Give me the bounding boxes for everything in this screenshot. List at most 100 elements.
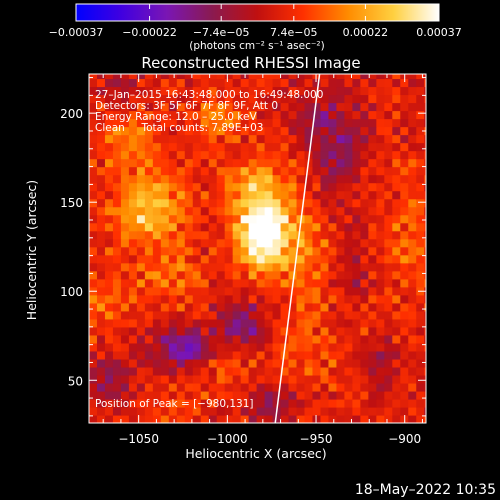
heatmap-cell <box>288 326 298 336</box>
heatmap-cell <box>120 198 130 208</box>
heatmap-cell <box>192 102 202 112</box>
heatmap-cell <box>216 246 226 256</box>
heatmap-cell <box>96 214 106 224</box>
heatmap-cell <box>200 110 210 120</box>
heatmap-cell <box>200 278 210 288</box>
heatmap-cell <box>144 414 154 423</box>
heatmap-cell <box>144 398 154 408</box>
heatmap-cell <box>344 142 353 152</box>
heatmap-cell <box>408 310 417 320</box>
heatmap-cell <box>192 222 202 232</box>
heatmap-cell <box>248 214 258 224</box>
heatmap-cell <box>104 110 114 120</box>
heatmap-cell <box>176 414 186 423</box>
heatmap-cell <box>224 94 234 104</box>
heatmap-cell <box>328 78 338 88</box>
heatmap-cell <box>248 414 258 423</box>
heatmap-cell <box>200 150 210 160</box>
heatmap-cell <box>112 414 122 423</box>
heatmap-cell <box>89 174 98 184</box>
heatmap-cell <box>256 86 266 96</box>
heatmap-cell <box>104 278 114 288</box>
heatmap-cell <box>344 238 353 248</box>
heatmap-cell <box>256 262 266 272</box>
heatmap-cell <box>216 342 226 352</box>
heatmap-cell <box>160 382 170 392</box>
heatmap-cell <box>336 342 346 352</box>
heatmap-cell <box>112 334 122 344</box>
heatmap-cell <box>312 150 322 160</box>
heatmap-cell <box>360 238 369 248</box>
heatmap-cell <box>288 110 298 120</box>
heatmap-cell <box>288 310 298 320</box>
heatmap-cell <box>424 78 426 88</box>
heatmap-cell <box>432 255 441 264</box>
heatmap-cell <box>392 118 401 128</box>
heatmap-cell <box>336 78 346 88</box>
heatmap-cell <box>368 142 377 152</box>
heatmap-cell <box>280 406 290 416</box>
heatmap-cell <box>144 110 154 120</box>
heatmap-cell <box>360 246 369 256</box>
heatmap-cell <box>168 190 178 200</box>
heatmap-cell <box>328 126 338 136</box>
heatmap-cell <box>304 86 314 96</box>
heatmap-cell <box>120 262 130 272</box>
heatmap-cell <box>376 238 385 248</box>
heatmap-cell <box>120 230 130 240</box>
heatmap-cell <box>89 222 98 232</box>
heatmap-cell <box>216 150 226 160</box>
heatmap-cell <box>296 150 306 160</box>
heatmap-cell <box>89 302 98 312</box>
heatmap-cell <box>320 74 330 80</box>
heatmap-cell <box>264 78 274 88</box>
heatmap-cell <box>96 414 106 423</box>
heatmap-cell <box>248 366 258 376</box>
heatmap-cell <box>312 390 322 400</box>
heatmap-cell <box>392 382 401 392</box>
heatmap-cell <box>176 374 186 384</box>
heatmap-cell <box>224 174 234 184</box>
heatmap-cell <box>120 390 130 400</box>
heatmap-cell <box>288 414 298 423</box>
heatmap-cell <box>89 110 98 120</box>
heatmap-cell <box>160 246 170 256</box>
heatmap-cell <box>264 238 274 248</box>
heatmap-cell <box>184 286 194 296</box>
peak-position-label: Position of Peak = [−980,131] <box>95 398 254 410</box>
heatmap-cell <box>288 318 298 328</box>
heatmap-cell <box>89 414 98 423</box>
heatmap-cell <box>232 254 242 264</box>
heatmap-cell <box>256 74 266 80</box>
heatmap-cell <box>89 118 98 128</box>
heatmap-cell <box>168 134 178 144</box>
heatmap-cell <box>248 374 258 384</box>
heatmap-cell <box>288 166 298 176</box>
heatmap-cell <box>400 182 409 192</box>
heatmap-cell <box>400 350 409 360</box>
heatmap-cell <box>152 238 162 248</box>
heatmap-cell <box>384 350 393 360</box>
heatmap-cell <box>200 358 210 368</box>
heatmap-cell <box>104 238 114 248</box>
heatmap-cell <box>192 334 202 344</box>
heatmap-cell <box>392 142 401 152</box>
heatmap-cell <box>120 238 130 248</box>
heatmap-cell <box>304 334 314 344</box>
heatmap-cell <box>280 102 290 112</box>
heatmap-cell <box>184 214 194 224</box>
heatmap-cell <box>400 206 409 216</box>
heatmap-cell <box>112 270 122 280</box>
heatmap-cell <box>376 134 385 144</box>
heatmap-cell <box>248 382 258 392</box>
heatmap-cell <box>112 302 122 312</box>
heatmap-cell <box>328 246 338 256</box>
heatmap-cell <box>184 390 194 400</box>
heatmap-cell <box>112 374 122 384</box>
heatmap-cell <box>152 126 162 136</box>
heatmap-cell <box>208 342 218 352</box>
heatmap-cell <box>288 374 298 384</box>
heatmap-cell <box>328 286 338 296</box>
heatmap-cell <box>112 238 122 248</box>
heatmap-cell <box>360 134 369 144</box>
